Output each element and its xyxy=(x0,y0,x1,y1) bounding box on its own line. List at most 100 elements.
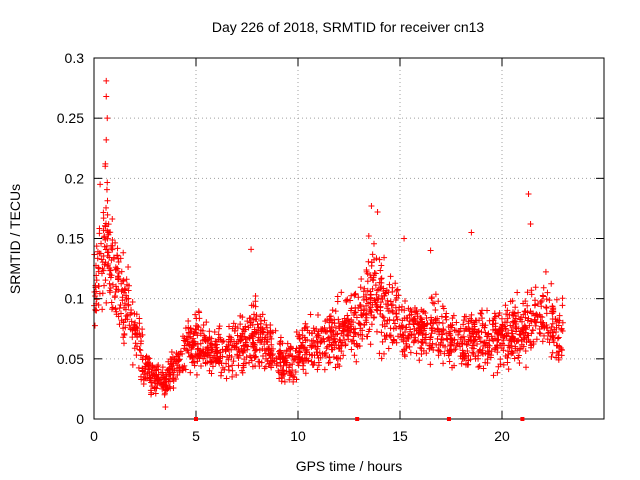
data-point xyxy=(495,336,502,343)
data-point xyxy=(214,347,221,354)
data-point xyxy=(100,209,107,216)
data-point xyxy=(460,317,467,324)
data-point xyxy=(193,315,200,322)
data-point xyxy=(340,320,347,327)
data-point xyxy=(360,310,367,317)
x-tick-label: 20 xyxy=(494,428,510,444)
data-point xyxy=(221,366,228,373)
data-point xyxy=(155,362,162,369)
data-point xyxy=(538,297,545,304)
data-point xyxy=(548,353,555,360)
data-point xyxy=(410,320,417,327)
data-point xyxy=(250,341,257,348)
data-point xyxy=(237,312,244,319)
y-tick-label: 0.1 xyxy=(65,291,85,307)
data-point xyxy=(424,320,431,327)
data-point xyxy=(331,335,338,342)
data-point xyxy=(532,284,539,291)
data-point xyxy=(196,347,203,354)
data-point xyxy=(543,305,550,312)
data-point xyxy=(108,257,115,264)
data-point xyxy=(539,338,546,345)
data-point xyxy=(364,278,371,285)
data-point xyxy=(248,246,255,253)
y-tick-label: 0 xyxy=(76,411,84,427)
data-point xyxy=(373,328,380,335)
data-point xyxy=(292,347,299,354)
data-point xyxy=(323,345,330,352)
data-point xyxy=(533,336,540,343)
data-point xyxy=(326,315,333,322)
data-point xyxy=(302,348,309,355)
data-point xyxy=(406,321,413,328)
data-point xyxy=(337,355,344,362)
data-point xyxy=(509,349,516,356)
data-point xyxy=(336,345,343,352)
data-point xyxy=(181,345,188,352)
data-point xyxy=(431,300,438,307)
data-point xyxy=(502,326,509,333)
data-point xyxy=(255,358,262,365)
data-point xyxy=(121,300,128,307)
data-point xyxy=(128,309,135,316)
data-point xyxy=(509,309,516,316)
data-point xyxy=(242,323,249,330)
data-point xyxy=(142,374,149,381)
data-point xyxy=(422,331,429,338)
data-point xyxy=(266,361,273,368)
data-point xyxy=(543,322,550,329)
data-point xyxy=(432,328,439,335)
data-point xyxy=(139,368,146,375)
data-point xyxy=(462,325,469,332)
data-point xyxy=(125,295,132,302)
data-point xyxy=(239,369,246,376)
data-point xyxy=(411,325,418,332)
data-point xyxy=(364,270,371,277)
data-point xyxy=(302,337,309,344)
data-point xyxy=(267,355,274,362)
data-point xyxy=(537,319,544,326)
data-point xyxy=(285,352,292,359)
data-point xyxy=(263,321,270,328)
data-point xyxy=(427,247,434,254)
data-point xyxy=(144,370,151,377)
data-point xyxy=(404,334,411,341)
data-point xyxy=(208,343,215,350)
data-point xyxy=(348,292,355,299)
data-point xyxy=(504,359,511,366)
data-point xyxy=(102,277,109,284)
data-point xyxy=(411,316,418,323)
data-point xyxy=(293,376,300,383)
data-point xyxy=(276,375,283,382)
y-axis-label: SRMTID / TECUs xyxy=(7,184,23,294)
data-point xyxy=(271,358,278,365)
data-gap-markers xyxy=(194,417,525,421)
data-point xyxy=(197,340,204,347)
data-point xyxy=(93,296,100,303)
data-point xyxy=(145,361,152,368)
data-point xyxy=(218,369,225,376)
data-point xyxy=(96,290,103,297)
data-point xyxy=(226,352,233,359)
data-point xyxy=(93,243,100,250)
data-point xyxy=(279,371,286,378)
data-point xyxy=(353,314,360,321)
data-point xyxy=(99,306,106,313)
data-point xyxy=(477,338,484,345)
data-point xyxy=(540,284,547,291)
data-point xyxy=(486,337,493,344)
data-point xyxy=(252,362,259,369)
data-point xyxy=(314,338,321,345)
data-point xyxy=(500,361,507,368)
data-point xyxy=(542,268,549,275)
data-point xyxy=(166,383,173,390)
data-point xyxy=(96,225,103,232)
data-point xyxy=(531,316,538,323)
data-point xyxy=(340,332,347,339)
data-point xyxy=(283,347,290,354)
data-point xyxy=(116,321,123,328)
data-point xyxy=(174,351,181,358)
data-point xyxy=(545,329,552,336)
data-point xyxy=(129,361,136,368)
